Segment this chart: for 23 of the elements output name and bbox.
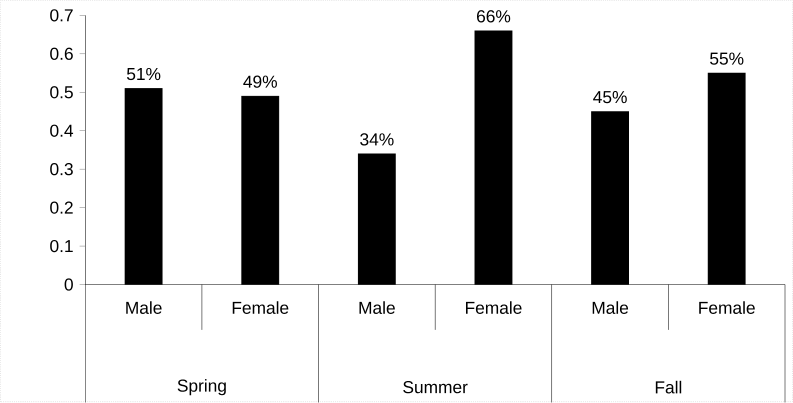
y-tick-label: 0.3 (50, 163, 73, 176)
x-tick-label: Male (592, 301, 628, 314)
y-tick-label: 0.4 (50, 124, 74, 137)
x-tick-label: Female (466, 301, 522, 314)
data-label: 34% (360, 133, 394, 146)
x-tick-label: Female (232, 301, 288, 314)
y-tick-label: 0.6 (50, 48, 73, 60)
text: Summer (403, 381, 468, 394)
text: Fall (656, 380, 682, 394)
y-tick-label: 0.2 (50, 202, 73, 214)
data-label: 51% (126, 68, 160, 80)
data-label: 49% (243, 76, 277, 88)
y-tick-label: 0.5 (50, 86, 73, 99)
data-label: 55% (710, 52, 744, 65)
data-label: 66% (477, 10, 510, 23)
x-tick-label: Male (126, 301, 162, 314)
x-tick-label: Male (359, 301, 395, 314)
y-tick-label: 0.1 (50, 240, 73, 252)
y-tick-label: 0.7 (50, 9, 73, 22)
data-label: 45% (593, 91, 627, 104)
text: Spring (178, 379, 226, 396)
x-tick-label: Female (699, 301, 755, 314)
y-tick-label: 0 (64, 278, 73, 291)
